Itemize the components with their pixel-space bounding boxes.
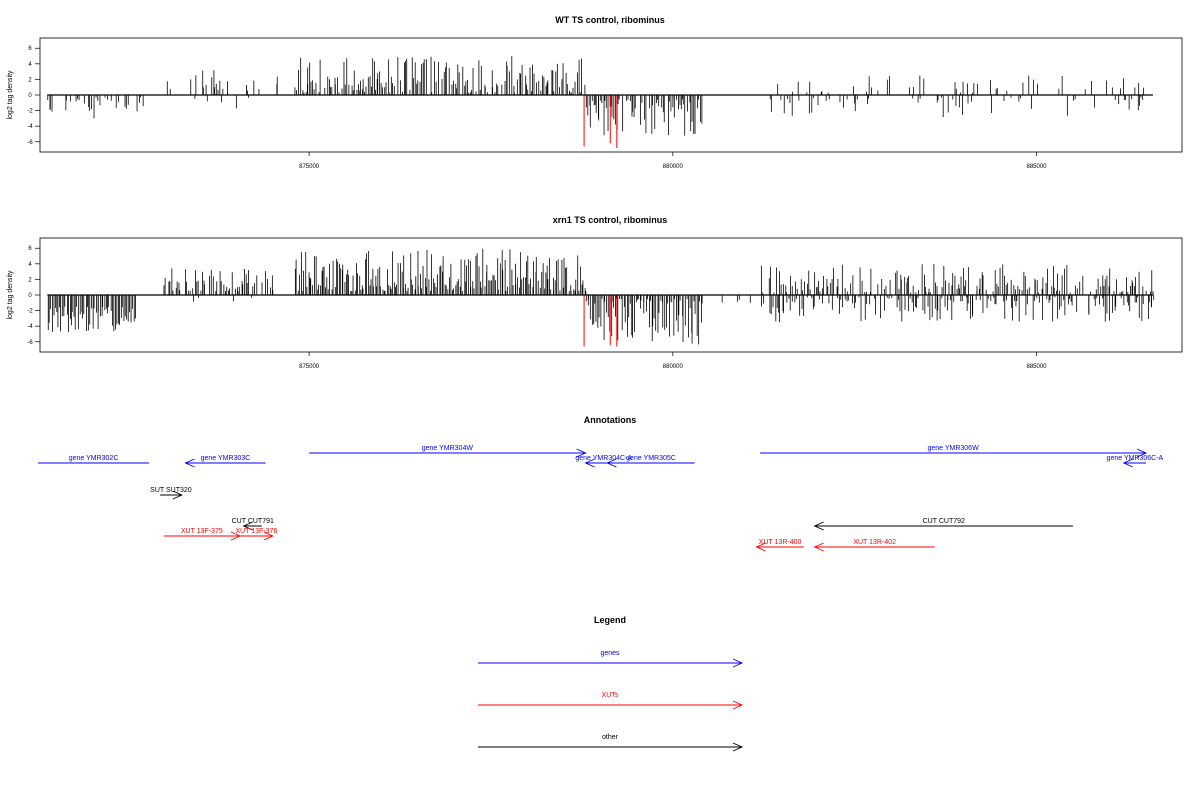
xrn1-highlight-bars: [583, 295, 618, 347]
wt-track-title: WT TS control, ribominus: [555, 15, 665, 25]
arrow-right-icon: [732, 742, 744, 752]
y-tick-label: 0: [28, 293, 32, 299]
feature-label: XUT 13R-402: [853, 539, 896, 546]
y-tick-label: -2: [27, 309, 33, 315]
annotation-feature: CUT CUT792: [813, 518, 1073, 531]
y-tick-label: 0: [28, 93, 32, 99]
annotations-panel: Annotations gene YMR302C gene YMR303Cgene…: [38, 415, 1164, 552]
y-tick-label: -6: [27, 340, 33, 346]
annotation-feature: gene YMR306W: [760, 445, 1148, 458]
y-tick-label: 6: [28, 246, 32, 252]
feature-label: gene YMR304C-A: [575, 455, 632, 462]
annotation-feature: SUT SUT320: [150, 487, 192, 500]
annotations-title: Annotations: [584, 415, 637, 425]
annotation-feature: XUT 13R-402: [813, 539, 935, 552]
legend-label: genes: [600, 650, 620, 657]
wt-density-bars: [47, 56, 1145, 136]
wt-x-axis: 875000 880000 885000: [299, 152, 1047, 170]
feature-label: gene YMR303C: [201, 455, 251, 462]
y-tick-label: 4: [28, 62, 32, 68]
x-tick-label: 885000: [1027, 364, 1048, 370]
xrn1-y-axis: -6 -4 -2 0 2 4 6: [27, 246, 40, 346]
feature-label: gene YMR306C-A: [1107, 455, 1164, 462]
arrow-left-icon: [584, 458, 595, 468]
arrow-right-icon: [172, 490, 183, 500]
y-tick-label: -4: [27, 324, 33, 330]
y-tick-label: 2: [28, 277, 32, 283]
arrow-left-icon: [755, 542, 766, 552]
arrow-right-icon: [263, 531, 274, 541]
annotation-feature: CUT CUT791: [232, 518, 274, 531]
wt-y-axis: -6 -4 -2 0 2 4 6: [27, 46, 40, 146]
xrn1-track-panel: xrn1 TS control, ribominus log2 tag dens…: [7, 215, 1183, 370]
feature-label: gene YMR302C: [69, 455, 119, 462]
y-tick-label: -2: [27, 109, 33, 115]
legend-entry: genes: [478, 650, 744, 668]
annotation-feature: gene YMR304W: [309, 445, 587, 458]
arrow-right-icon: [732, 658, 744, 668]
legend-label: XUTs: [602, 692, 619, 699]
annotation-feature: gene YMR304C-A: [575, 455, 632, 468]
arrow-left-icon: [184, 458, 195, 468]
arrow-left-icon: [1122, 458, 1133, 468]
xrn1-track-title: xrn1 TS control, ribominus: [553, 215, 668, 225]
legend-label: other: [602, 734, 619, 741]
y-tick-label: 6: [28, 46, 32, 52]
y-tick-label: 2: [28, 77, 32, 83]
annotation-feature: gene YMR305C: [606, 455, 695, 468]
annotation-feature: XUT 13F-376: [235, 528, 277, 541]
feature-label: gene YMR306W: [927, 445, 979, 452]
x-tick-label: 885000: [1027, 164, 1048, 170]
x-tick-label: 875000: [299, 164, 320, 170]
wt-y-axis-label: log2 tag density: [7, 70, 14, 120]
legend-panel: Legend genes XUTs other: [478, 615, 744, 752]
wt-track-panel: WT TS control, ribominus log2 tag densit…: [7, 15, 1183, 170]
arrow-right-icon: [576, 448, 587, 458]
y-tick-label: 4: [28, 262, 32, 268]
x-tick-label: 880000: [663, 164, 684, 170]
y-tick-label: -4: [27, 124, 33, 130]
annotation-feature: gene YMR303C: [184, 455, 266, 468]
feature-label: CUT CUT792: [923, 518, 965, 525]
x-tick-label: 875000: [299, 364, 320, 370]
arrow-left-icon: [813, 542, 824, 552]
legend-entry: other: [478, 734, 744, 752]
legend-entry: XUTs: [478, 692, 744, 710]
annotation-feature: XUT 13R-400: [755, 539, 804, 552]
feature-label: XUT 13R-400: [759, 539, 802, 546]
arrow-right-icon: [732, 700, 744, 710]
annotation-features: gene YMR302C gene YMR303C gene YMR304W gene…: [38, 445, 1164, 552]
wt-highlight-bars: [583, 95, 618, 148]
feature-label: XUT 13F-375: [181, 528, 223, 535]
annotation-feature: gene YMR302C: [38, 455, 150, 464]
arrow-left-icon: [242, 521, 253, 531]
feature-label: gene YMR305C: [626, 455, 676, 462]
arrow-left-icon: [606, 458, 617, 468]
xrn1-density-bars: [47, 248, 1155, 345]
feature-label: SUT SUT320: [150, 487, 192, 494]
feature-label: CUT CUT791: [232, 518, 274, 525]
xrn1-x-axis: 875000 880000 885000: [299, 352, 1047, 370]
annotation-feature: gene YMR306C-A: [1107, 455, 1164, 468]
arrow-left-icon: [813, 521, 824, 531]
y-tick-label: -6: [27, 140, 33, 146]
feature-label: XUT 13F-376: [235, 528, 277, 535]
legend-title: Legend: [594, 615, 626, 625]
annotation-feature: XUT 13F-375: [163, 528, 242, 541]
xrn1-y-axis-label: log2 tag density: [7, 270, 14, 320]
arrow-right-icon: [1136, 448, 1148, 458]
feature-label: gene YMR304W: [422, 445, 474, 452]
legend-entries: genes XUTs other: [478, 650, 744, 752]
x-tick-label: 880000: [663, 364, 684, 370]
